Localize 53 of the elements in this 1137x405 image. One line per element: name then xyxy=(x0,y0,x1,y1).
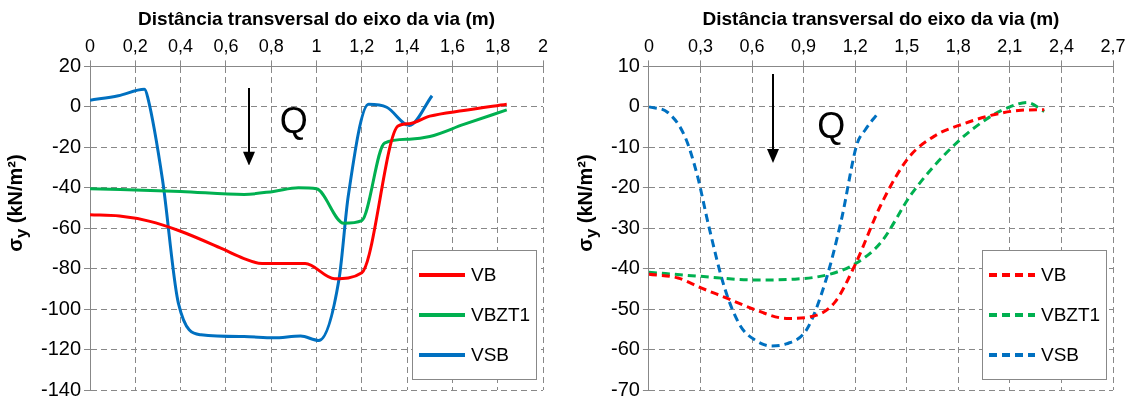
line-series xyxy=(90,108,509,225)
legend-label: VSB xyxy=(1041,344,1080,366)
y-tick-label: 0 xyxy=(69,94,82,117)
y-tick-label: -60 xyxy=(52,215,82,238)
x-axis-title: Distância transversal do eixo da via (m) xyxy=(702,7,1060,29)
x-tick-label: 1,2 xyxy=(349,35,375,56)
x-tick-label: 2,4 xyxy=(1048,35,1074,56)
y-tick-label: -20 xyxy=(52,134,82,157)
y-tick-label: -100 xyxy=(41,296,82,319)
line-series xyxy=(90,87,434,342)
annotation: Q xyxy=(817,104,846,146)
x-tick-label: 2,1 xyxy=(997,35,1023,56)
y-tick-label: 10 xyxy=(617,53,640,76)
x-tick-label: 0,6 xyxy=(213,35,239,56)
x-axis-title: Distância transversal do eixo da via (m) xyxy=(138,7,495,29)
y-tick-label: -80 xyxy=(52,256,82,279)
x-tick-label: 1,2 xyxy=(842,35,868,56)
x-tick-label: 1 xyxy=(311,35,322,56)
y-tick-label: -10 xyxy=(611,134,640,157)
x-tick-label: 0 xyxy=(643,35,654,56)
legend-label: VB xyxy=(471,264,497,286)
x-tick-label: 1,8 xyxy=(485,35,511,56)
annotation: Q xyxy=(279,99,308,141)
y-tick-label: -60 xyxy=(611,337,640,360)
legend-label: VBZT1 xyxy=(1041,304,1101,326)
y-tick-label: 0 xyxy=(628,94,640,117)
y-tick-label: -40 xyxy=(611,256,640,279)
x-tick-label: 0,4 xyxy=(168,35,194,56)
x-tick-label: 0,9 xyxy=(791,35,817,56)
y-tick-label: 20 xyxy=(58,53,82,76)
y-tick-label: -30 xyxy=(611,215,640,238)
legend-label: VB xyxy=(1041,264,1067,286)
y-tick-label: -20 xyxy=(611,175,640,198)
x-tick-label: 0 xyxy=(85,35,96,56)
x-tick-label: 2 xyxy=(537,35,549,56)
legend-label: VBZT1 xyxy=(471,304,531,326)
y-tick-label: -50 xyxy=(611,296,640,319)
x-tick-label: 0,6 xyxy=(739,35,765,56)
x-tick-label: 2,7 xyxy=(1100,35,1126,56)
x-tick-label: 1,8 xyxy=(945,35,971,56)
x-tick-label: 1,6 xyxy=(439,35,465,56)
line-series xyxy=(648,105,880,348)
y-tick-label: -70 xyxy=(611,377,640,400)
x-tick-label: 1,4 xyxy=(394,35,420,56)
y-tick-label: -120 xyxy=(41,337,82,360)
line-series xyxy=(90,102,509,281)
x-tick-label: 0,8 xyxy=(258,35,284,56)
x-tick-label: 0,2 xyxy=(122,35,148,56)
y-tick-label: -40 xyxy=(52,175,82,198)
y-tick-label: -140 xyxy=(41,377,82,400)
x-tick-label: 0,3 xyxy=(687,35,713,56)
legend-label: VSB xyxy=(471,344,510,366)
x-tick-label: 1,5 xyxy=(894,35,920,56)
